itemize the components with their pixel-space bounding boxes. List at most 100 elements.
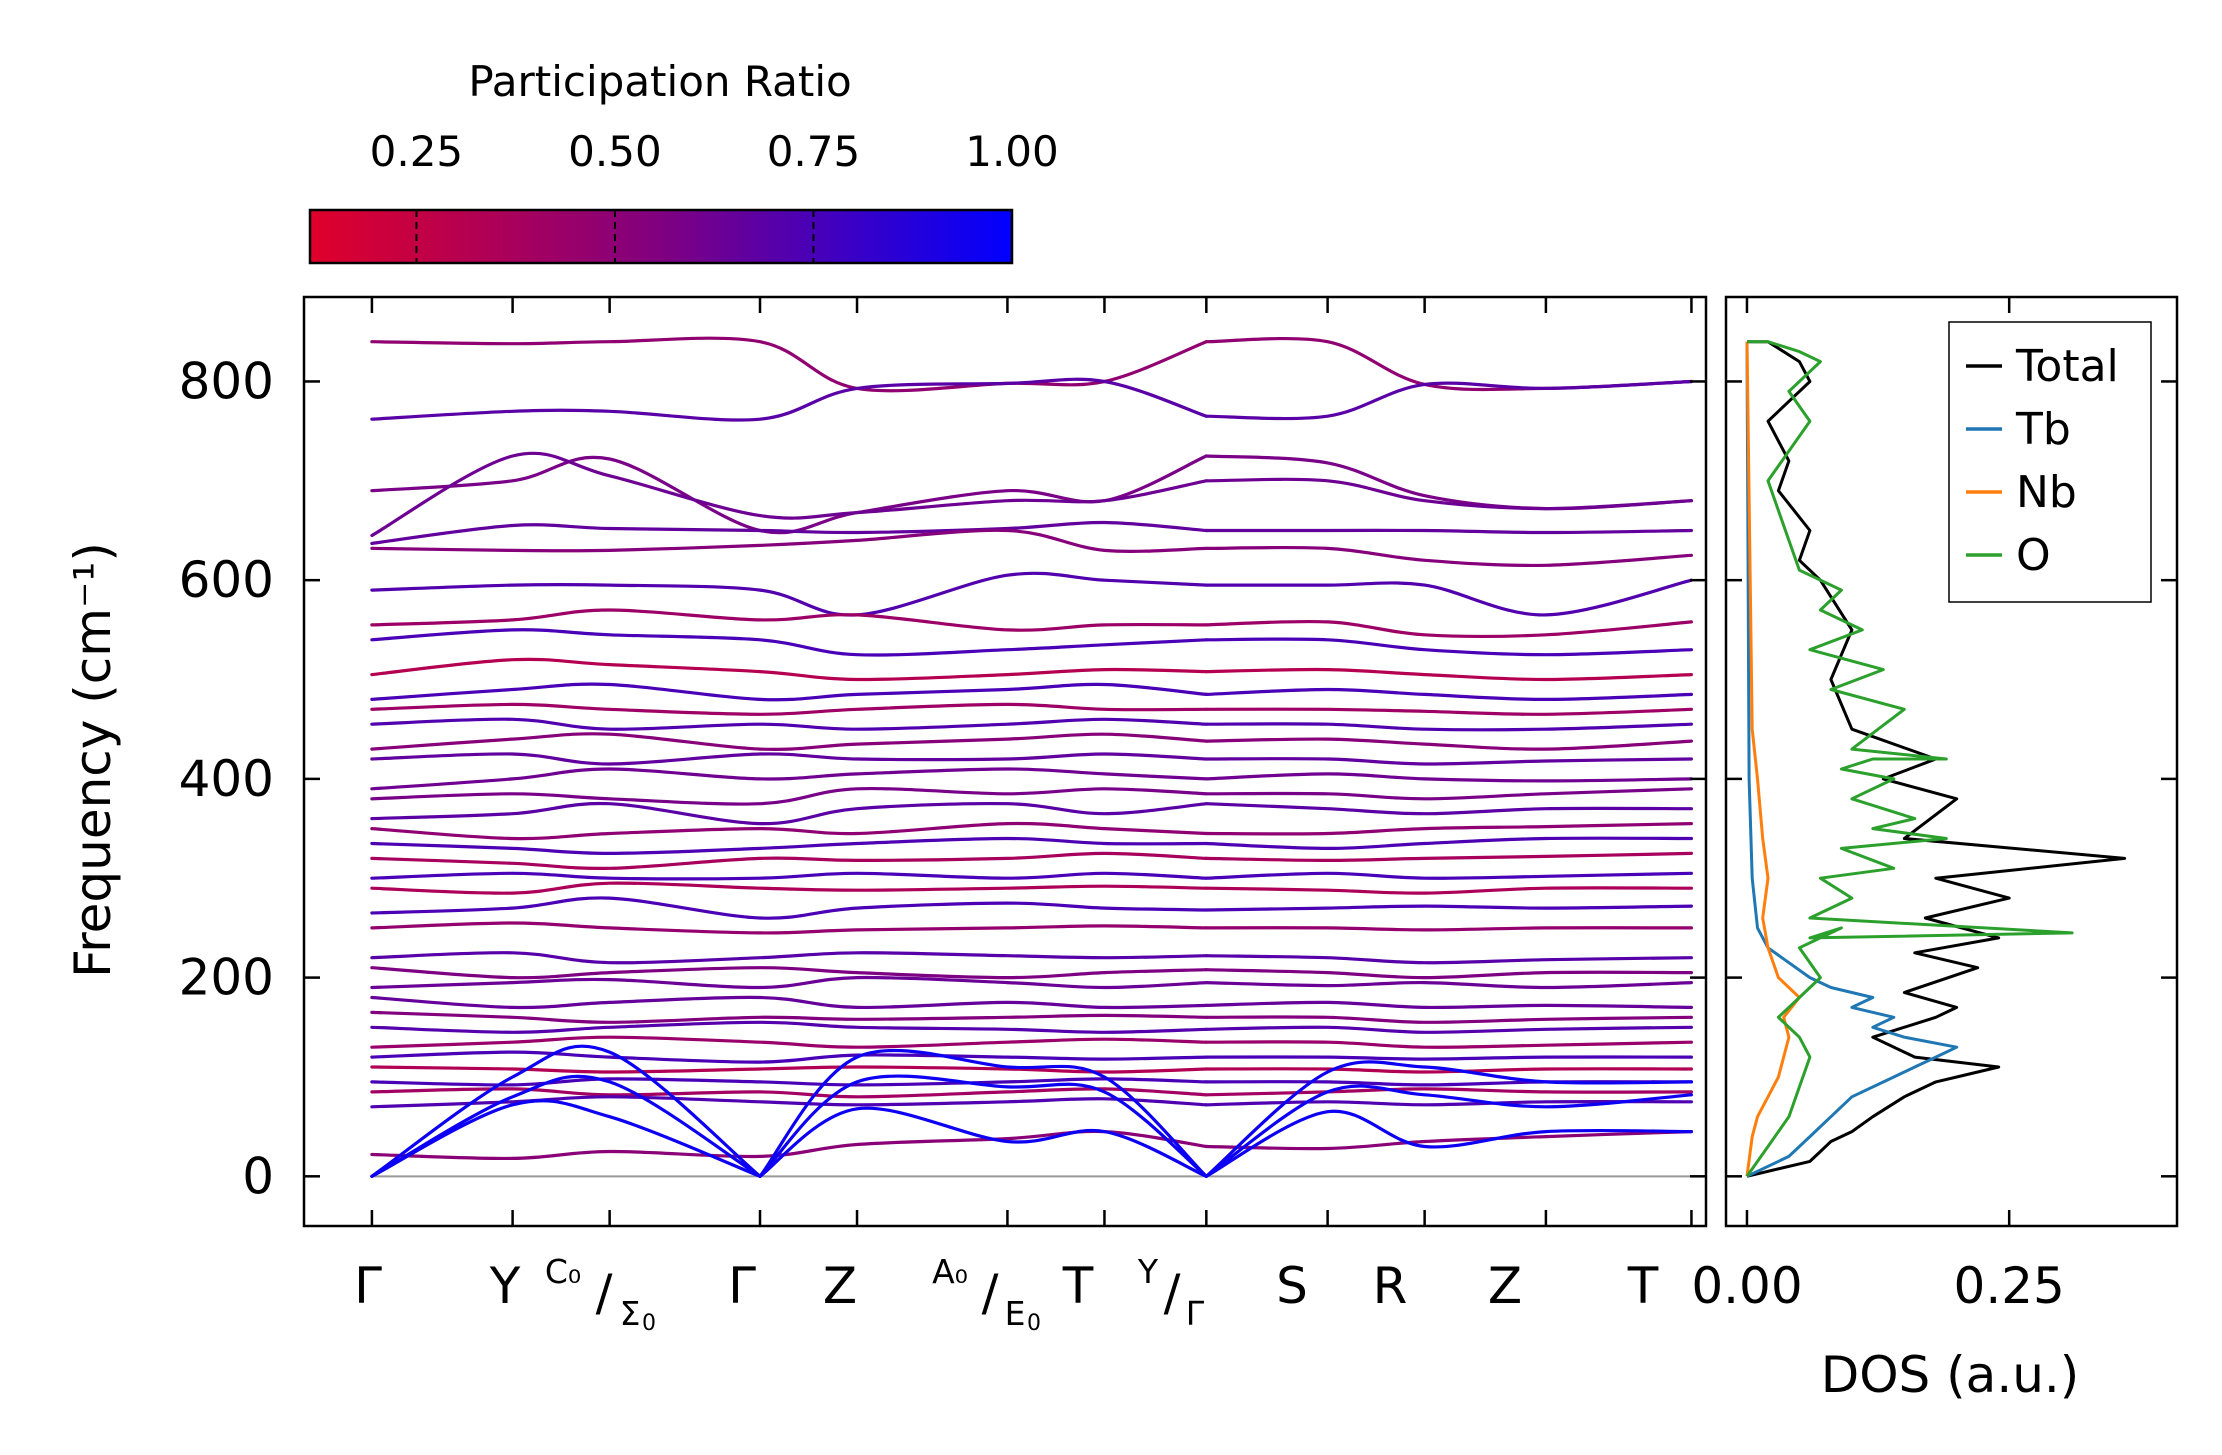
- dos-series-nb: [1745, 341, 1801, 1177]
- band-line: [370, 851, 1208, 871]
- band-line: [370, 1095, 1208, 1109]
- band-line: [1204, 1015, 1693, 1024]
- svg-text:0: 0: [642, 1311, 656, 1336]
- band-line: [370, 786, 1208, 806]
- band-line: [370, 1010, 1208, 1024]
- band-line: [1204, 545, 1693, 568]
- svg-text:C₀: C₀: [545, 1252, 581, 1291]
- band-structure-panel: 0 200 400 600 800 Frequency (cm⁻¹) Γ Y C₀ / …: [64, 295, 1708, 1336]
- band-line: [1204, 968, 1693, 980]
- colorbar-tick-label: 0.25: [370, 127, 464, 176]
- band-line: [1204, 1130, 1693, 1151]
- band-line: [370, 966, 1208, 980]
- legend: Total Tb Nb O: [1948, 321, 2152, 603]
- band-line: [1204, 1087, 1693, 1097]
- kpoint-label: Γ: [728, 1257, 756, 1315]
- dos-series-o: [1745, 340, 2074, 1178]
- band-line: [1204, 757, 1693, 766]
- band-line: [1204, 477, 1693, 511]
- band-line: [1204, 772, 1693, 783]
- y-axis-ticks: 0 200 400 600 800: [179, 352, 1706, 1205]
- band-line: [1204, 836, 1693, 851]
- band-line: [370, 717, 1208, 731]
- band-line: [1204, 1084, 1693, 1178]
- y-tick-label: 600: [179, 551, 274, 609]
- dos-plot-frame: [1724, 295, 2179, 1228]
- band-line: [1204, 619, 1693, 639]
- band-line: [370, 896, 1208, 920]
- legend-entry: O: [1966, 530, 2051, 581]
- band-line: [370, 1077, 1208, 1087]
- band-line: [370, 336, 1208, 393]
- kpoint-label: Z: [1488, 1257, 1522, 1315]
- band-line: [370, 1099, 762, 1178]
- dos-x-tick-label: 0.00: [1691, 1257, 1802, 1315]
- band-lines: [370, 336, 1693, 1178]
- band-line: [1204, 871, 1693, 880]
- band-line: [1204, 822, 1693, 836]
- band-line: [1204, 737, 1693, 751]
- band-line: [370, 767, 1208, 791]
- band-line: [370, 752, 1208, 766]
- dos-x-axis-label: DOS (a.u.): [1821, 1346, 2080, 1404]
- band-line: [370, 628, 1208, 657]
- dos-x-ticks: 0.00 0.25: [1691, 297, 2065, 1315]
- band-line: [370, 836, 1208, 856]
- y-tick-label: 400: [179, 750, 274, 808]
- colorbar-tick-labels: 0.25 0.50 0.75 1.00: [370, 127, 1059, 176]
- kpoint-label: Y: [489, 1257, 521, 1315]
- dos-x-tick-label: 0.25: [1954, 1257, 2065, 1315]
- band-line: [1204, 1040, 1693, 1049]
- legend-label: Nb: [2016, 467, 2077, 518]
- colorbar-tick-marks: [415, 210, 815, 263]
- band-line: [370, 1020, 1208, 1034]
- band-line: [1204, 787, 1693, 801]
- kpoint-label: Γ: [354, 1257, 382, 1315]
- legend-label: Tb: [2015, 404, 2071, 455]
- band-line: [370, 975, 1208, 990]
- kpoint-label: T: [1627, 1257, 1659, 1315]
- band-line: [370, 1074, 762, 1178]
- band-line: [370, 921, 1208, 935]
- band-line: [1204, 1000, 1693, 1010]
- band-line: [1204, 1109, 1693, 1178]
- band-line: [370, 1087, 1208, 1099]
- y-tick-label: 800: [179, 352, 274, 410]
- colorbar-tick-label: 0.75: [767, 127, 861, 176]
- band-line: [1204, 886, 1693, 895]
- band-line: [370, 732, 1208, 751]
- svg-text:Y: Y: [1137, 1252, 1159, 1291]
- band-line: [370, 1050, 1208, 1064]
- svg-text:Σ: Σ: [620, 1294, 641, 1333]
- kpoint-label: R: [1373, 1257, 1408, 1315]
- svg-text:/: /: [596, 1264, 613, 1322]
- colorbar-gradient: [308, 208, 1014, 265]
- band-line: [370, 571, 1208, 617]
- svg-text:E: E: [1005, 1294, 1026, 1333]
- legend-entry: Tb: [1966, 404, 2071, 455]
- legend-label: O: [2016, 530, 2051, 581]
- band-plot-frame: [302, 295, 1708, 1228]
- band-line: [1204, 802, 1693, 816]
- band-line: [370, 1035, 1208, 1049]
- band-line: [1204, 707, 1693, 716]
- kpoint-label: A₀ / E 0: [932, 1252, 1041, 1336]
- band-line: [1204, 637, 1693, 657]
- band-line: [1204, 528, 1693, 535]
- band-line: [1204, 722, 1693, 732]
- band-line: [370, 1129, 1208, 1161]
- band-line: [1204, 1025, 1693, 1034]
- band-line: [1204, 1060, 1693, 1178]
- colorbar: Participation Ratio 0.25 0.50 0.75 1.00: [308, 57, 1059, 265]
- svg-text:0: 0: [1027, 1311, 1041, 1336]
- band-line: [1204, 1055, 1693, 1061]
- legend-entry: Total: [1966, 341, 2119, 392]
- band-line: [1204, 667, 1693, 682]
- band-line: [370, 608, 1208, 632]
- dos-series-total: [1746, 340, 2127, 1178]
- band-line: [1204, 578, 1693, 617]
- colorbar-tick-label: 0.50: [568, 127, 662, 176]
- band-line: [370, 520, 1208, 545]
- x-axis-ticks: [370, 297, 1693, 1226]
- dos-panel: 0.00 0.25 DOS (a.u.) Total Tb Nb O: [1691, 295, 2179, 1404]
